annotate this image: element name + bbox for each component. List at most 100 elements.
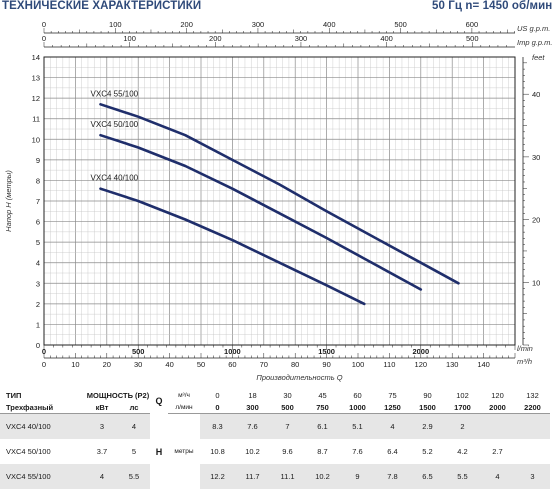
head-cell: 7: [270, 413, 305, 439]
head-cell: 6.1: [305, 413, 340, 439]
bottom-axis-unit: l/min: [517, 344, 533, 353]
head-cell: 5.1: [340, 413, 375, 439]
chart-grid: [43, 56, 516, 346]
head-cell: 2.7: [492, 447, 503, 456]
feet-tick-label: 20: [532, 216, 540, 225]
q-m3h-cell: 30: [283, 390, 292, 400]
phase-header: Трехфазный: [0, 401, 86, 414]
head-cell: 9.6: [282, 447, 293, 456]
hp-cell: 5.5: [118, 464, 150, 489]
top-axis-tick-label: 100: [109, 20, 122, 29]
bottom-axis-tick-label: 50: [197, 360, 205, 369]
head-cell: 10.8: [210, 447, 225, 456]
bottom-axis-tick-label: 30: [134, 360, 142, 369]
feet-tick-label: 40: [532, 90, 540, 99]
curve-label: VXC4 50/100: [91, 120, 139, 129]
q-m3h-cell: 120: [491, 390, 504, 400]
top-axis-tick-label: 500: [466, 34, 479, 43]
hp-header: лс: [118, 401, 150, 414]
curve-vxc4-50-100: [99, 133, 423, 291]
y-tick-label: 8: [36, 176, 40, 185]
model-cell: VXC4 55/100: [0, 464, 86, 489]
head-cell: 7.8: [375, 464, 410, 489]
top-axis-tick-label: 300: [295, 34, 308, 43]
type-header: ТИП: [6, 390, 22, 400]
bottom-axis-tick-label: 2000: [412, 347, 429, 356]
q-m3h-cell: 75: [388, 390, 397, 400]
top-axis-tick-label: 0: [42, 34, 46, 43]
header-title: ТЕХНИЧЕСКИЕ ХАРАКТЕРИСТИКИ: [2, 0, 202, 12]
top-axis-tick-label: 0: [42, 20, 46, 29]
bottom-axis-unit: m³/h: [517, 357, 532, 366]
bottom-axis-tick-label: 140: [477, 360, 490, 369]
y-tick-label: 7: [36, 197, 40, 206]
bottom-axis-tick-label: 0: [42, 360, 46, 369]
y-tick-label: 4: [36, 259, 40, 268]
x-axis-label: Производительность Q: [256, 373, 342, 382]
head-cell: [480, 413, 515, 439]
head-cell: 4.2: [457, 447, 468, 456]
head-cell: [515, 413, 550, 439]
q-lmin-cell: 0: [200, 401, 235, 414]
bottom-axis-tick-label: 1000: [224, 347, 241, 356]
q-unit-lmin: л/мин: [168, 401, 200, 414]
y-tick-label: 1: [36, 320, 40, 329]
q-unit-m3h: м³/ч: [178, 391, 190, 399]
y-tick-label: 11: [32, 115, 40, 124]
bottom-axis-tick-label: 40: [165, 360, 173, 369]
head-cell: 6.4: [387, 447, 398, 456]
q-lmin-cell: 750: [305, 401, 340, 414]
q-lmin-cell: 300: [235, 401, 270, 414]
q-m3h-cell: 90: [423, 390, 432, 400]
bottom-axis-tick-label: 500: [132, 347, 145, 356]
head-cell: 10.2: [245, 447, 260, 456]
bottom-axis-tick-label: 90: [322, 360, 330, 369]
bottom-axis-tick-label: 0: [42, 347, 46, 356]
head-cell: 5.2: [422, 447, 433, 456]
bottom-axis-tick-label: 80: [291, 360, 299, 369]
q-lmin-cell: 1700: [445, 401, 480, 414]
head-cell: 8.3: [200, 413, 235, 439]
y-tick-label: 2: [36, 300, 40, 309]
head-cell: 10.2: [305, 464, 340, 489]
curve-label: VXC4 40/100: [91, 174, 139, 183]
y-tick-label: 13: [32, 74, 40, 83]
y-axis-label: Напор H (метры): [4, 170, 13, 232]
top-axis-unit: Imp g.p.m.: [517, 38, 552, 47]
head-cell: 4: [375, 413, 410, 439]
top-axis-tick-label: 200: [180, 20, 193, 29]
bottom-axis-tick-label: 10: [71, 360, 79, 369]
q-lmin-cell: 1500: [410, 401, 445, 414]
bottom-axis-tick-label: 20: [103, 360, 111, 369]
model-cell: VXC4 40/100: [0, 413, 86, 439]
q-m3h-cell: 102: [456, 390, 469, 400]
head-cell: 8.7: [317, 447, 328, 456]
q-header: Q: [155, 396, 163, 407]
head-cell: 5.5: [445, 464, 480, 489]
q-lmin-cell: 2000: [480, 401, 515, 414]
q-lmin-cell: 500: [270, 401, 305, 414]
curve-vxc4-55-100: [99, 103, 460, 285]
feet-tick-label: 30: [532, 153, 540, 162]
y-tick-label: 9: [36, 156, 40, 165]
curve-vxc4-40-100: [99, 187, 366, 306]
y-tick-label: 5: [36, 238, 40, 247]
bottom-axis-tick-label: 70: [260, 360, 268, 369]
model-cell: VXC4 50/100: [6, 447, 51, 456]
bottom-axis-tick-label: 1500: [318, 347, 335, 356]
head-cell: [515, 439, 550, 464]
power-header: МОЩНОСТЬ (P2): [86, 390, 150, 400]
q-m3h-cell: 132: [526, 390, 539, 400]
head-cell: 11.7: [235, 464, 270, 489]
q-lmin-cell: 1000: [340, 401, 375, 414]
y-tick-label: 0: [36, 341, 40, 350]
top-axis-unit: US g.p.m.: [517, 24, 550, 33]
y-tick-label: 14: [32, 53, 40, 62]
h-header: H: [155, 446, 163, 457]
top-axis-tick-label: 400: [323, 20, 336, 29]
performance-table: ТИП МОЩНОСТЬ (P2) Q м³/ч 0 18 30 45 60 7…: [0, 389, 550, 489]
top-axis-tick-label: 500: [394, 20, 407, 29]
feet-tick-label: 10: [532, 278, 540, 287]
head-cell: 7.6: [352, 447, 363, 456]
